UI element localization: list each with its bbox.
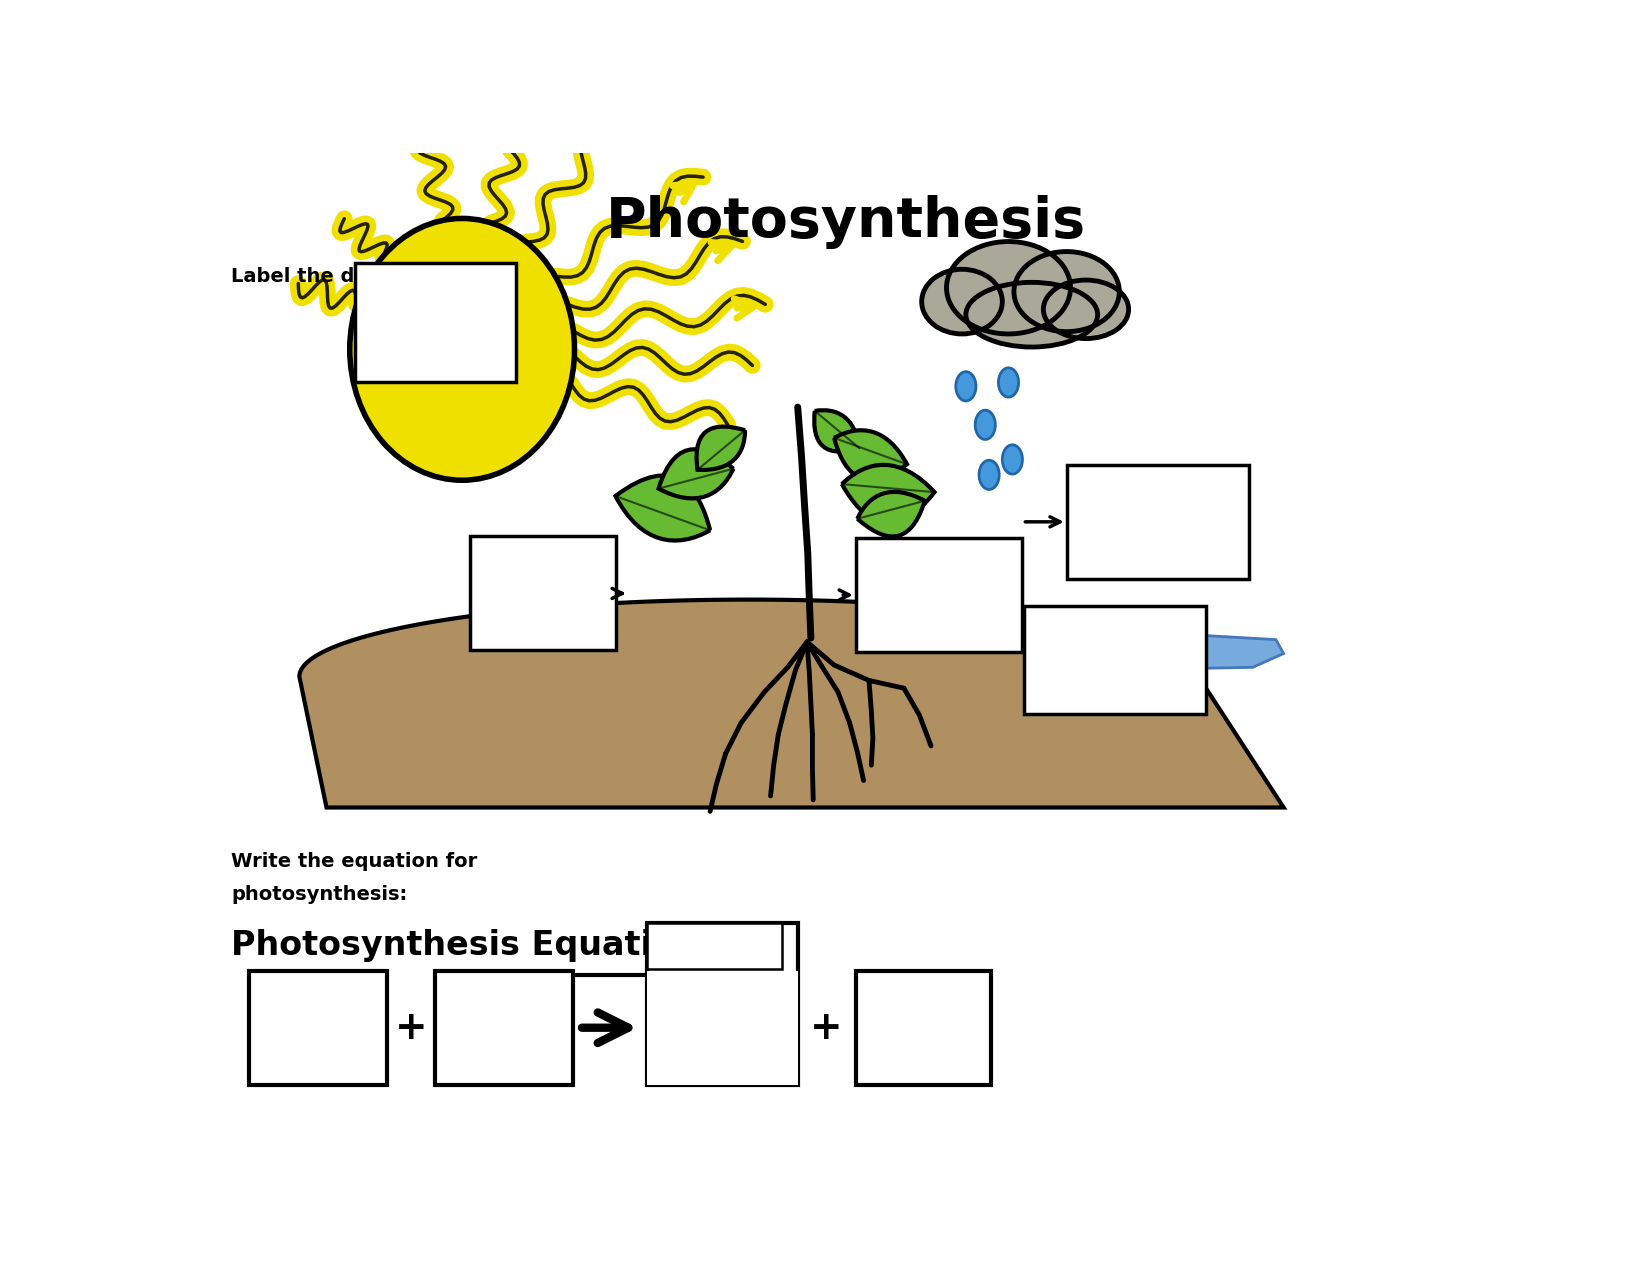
FancyBboxPatch shape [855, 538, 1022, 652]
PathPatch shape [659, 449, 733, 499]
PathPatch shape [857, 492, 925, 537]
PathPatch shape [814, 411, 859, 451]
Polygon shape [1004, 372, 1012, 380]
FancyBboxPatch shape [855, 970, 992, 1085]
Polygon shape [299, 599, 1283, 807]
FancyBboxPatch shape [647, 970, 797, 1085]
Ellipse shape [976, 411, 996, 440]
FancyBboxPatch shape [434, 970, 573, 1085]
Text: Label the diagram.: Label the diagram. [231, 266, 439, 286]
Ellipse shape [1002, 445, 1022, 474]
Text: Photosynthesis: Photosynthesis [606, 195, 1086, 250]
Text: +: + [811, 1009, 842, 1047]
FancyBboxPatch shape [1024, 606, 1207, 714]
Polygon shape [963, 376, 969, 384]
Polygon shape [981, 414, 989, 422]
FancyBboxPatch shape [249, 970, 386, 1085]
PathPatch shape [842, 465, 934, 523]
Ellipse shape [979, 460, 999, 490]
Ellipse shape [350, 218, 575, 481]
Text: Uses energy from:: Uses energy from: [652, 938, 801, 954]
Text: Write the equation for: Write the equation for [231, 852, 477, 871]
FancyBboxPatch shape [647, 923, 797, 1085]
Polygon shape [1009, 449, 1017, 458]
FancyBboxPatch shape [355, 263, 517, 382]
FancyBboxPatch shape [647, 923, 783, 969]
Ellipse shape [1014, 251, 1119, 332]
FancyBboxPatch shape [471, 537, 616, 650]
PathPatch shape [616, 476, 710, 541]
Text: photosynthesis:: photosynthesis: [231, 885, 408, 904]
PathPatch shape [834, 430, 906, 479]
Text: Photosynthesis Equation:: Photosynthesis Equation: [231, 929, 712, 963]
Ellipse shape [946, 241, 1070, 334]
Text: +: + [395, 1009, 428, 1047]
Polygon shape [1121, 634, 1283, 669]
Ellipse shape [921, 269, 1002, 334]
Ellipse shape [999, 367, 1019, 397]
Ellipse shape [1043, 280, 1129, 339]
Ellipse shape [966, 282, 1098, 347]
Polygon shape [986, 464, 992, 473]
PathPatch shape [697, 427, 745, 470]
FancyBboxPatch shape [1067, 465, 1248, 579]
Ellipse shape [956, 372, 976, 400]
